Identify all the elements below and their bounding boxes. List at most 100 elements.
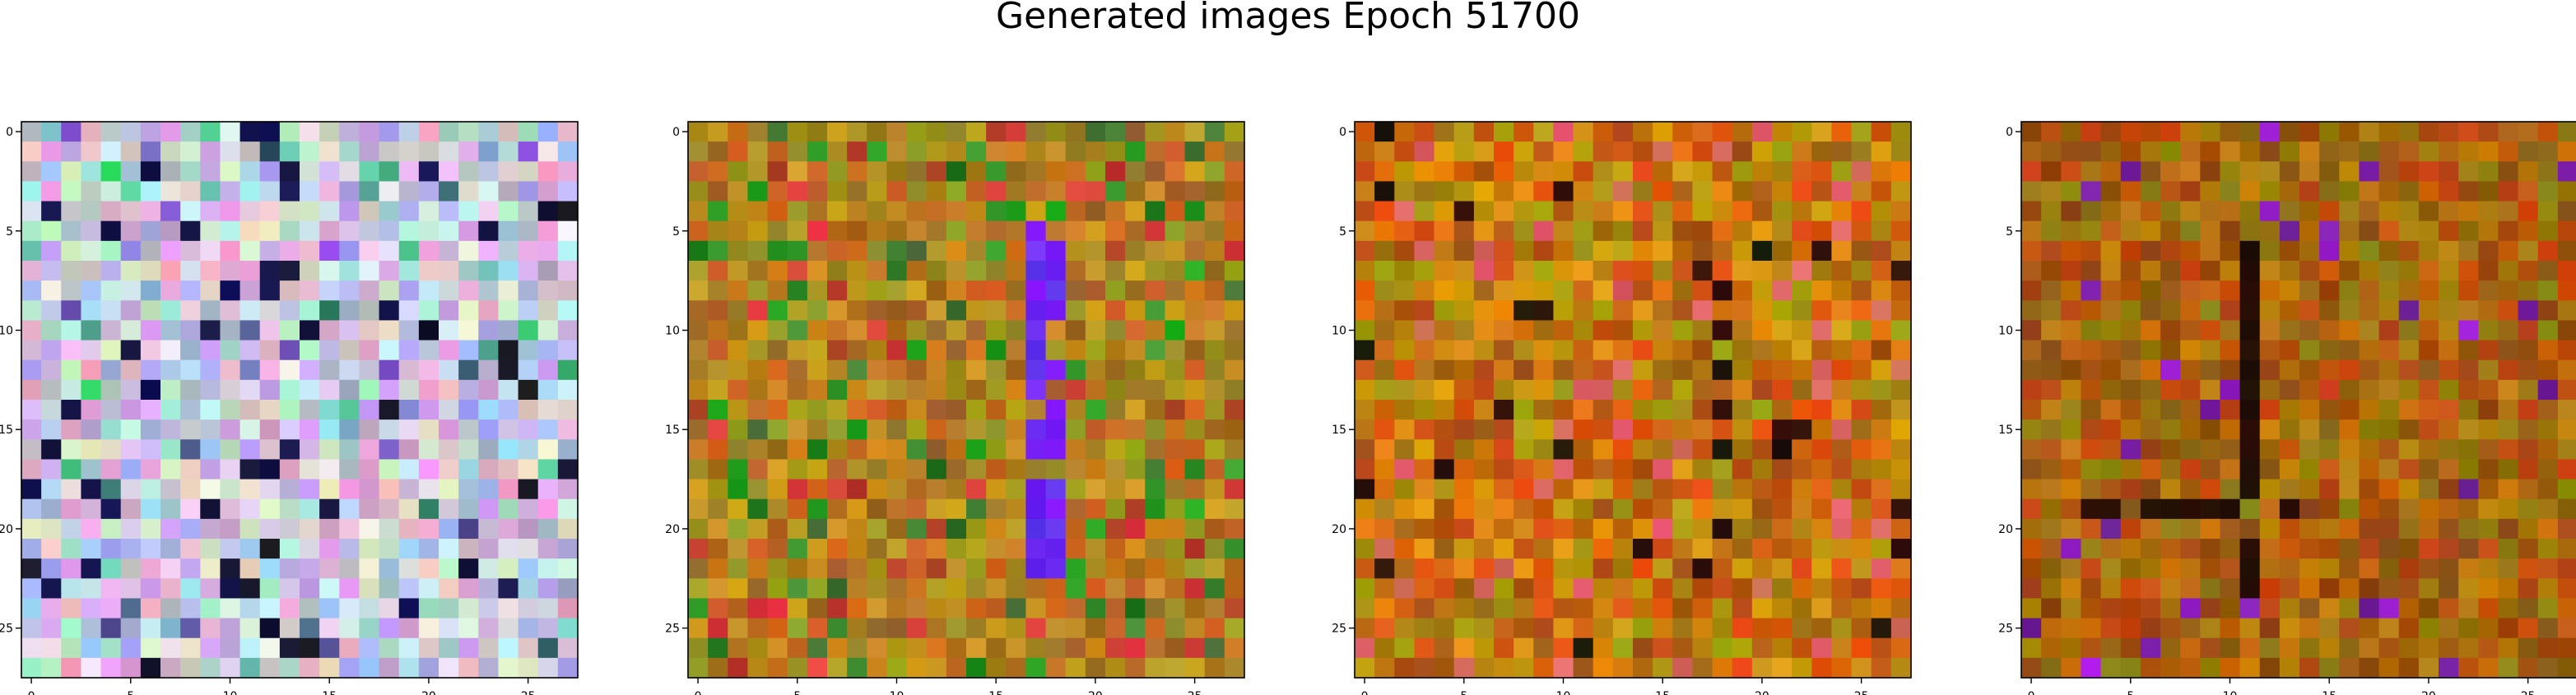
heatmap-cell [747,340,769,361]
heatmap-cell [787,320,808,341]
heatmap-cell [557,518,579,540]
heatmap-cell [2498,340,2519,361]
heatmap-cell [458,419,479,440]
x-tick-label: 10 [2223,690,2238,695]
heatmap-cell [1224,400,1245,420]
heatmap-cell [2439,240,2459,262]
heatmap-cell [2220,340,2241,361]
heatmap-cell [1204,439,1225,461]
heatmap-cell [418,181,439,202]
heatmap-cell [259,558,281,579]
heatmap-cell [1453,300,1475,322]
heatmap-cell [1224,419,1245,440]
heatmap-cell [1224,539,1245,559]
heatmap-cell [747,637,769,659]
heatmap-cell [21,122,42,142]
heatmap-cell [2061,161,2082,183]
heatmap-cell [81,340,102,361]
heatmap-cell [926,598,947,619]
heatmap-cell [518,201,539,222]
heatmap-cell [2021,578,2042,600]
y-tick-label: 25 [1998,623,2013,636]
heatmap-cell [2200,419,2221,440]
heatmap-cell [1006,459,1027,480]
heatmap-cell [180,240,201,262]
heatmap-cell [2120,359,2141,381]
heatmap-cell [1792,657,1812,679]
heatmap-cell [2100,340,2122,361]
heatmap-cell [1672,280,1694,301]
heatmap-cell [1633,201,1653,222]
heatmap-cell [498,379,519,401]
heatmap-cell [2120,261,2141,281]
heatmap-cell [767,122,788,142]
heatmap-cell [2378,518,2400,540]
heatmap-cell [2359,359,2380,381]
heatmap-cell [1871,598,1892,619]
heatmap-cell [1712,657,1733,679]
x-tick-label: 15 [1655,690,1670,695]
heatmap-cell [1732,598,1753,619]
heatmap-cell [2061,598,2082,619]
heatmap-cell [1224,280,1245,301]
heatmap-cell [1533,439,1555,461]
heatmap-cell [398,518,420,540]
heatmap-cell [21,539,42,559]
heatmap-cell [807,201,828,222]
heatmap-cell [1006,300,1027,322]
heatmap-cell [478,637,500,659]
heatmap-cell [537,379,559,401]
heatmap-cell [986,220,1007,242]
heatmap-cell [1573,518,1594,540]
heatmap-cell [886,300,908,322]
heatmap-cell [140,261,161,281]
heatmap-cell [498,300,519,322]
heatmap-cell [1025,419,1047,440]
heatmap-cell [688,300,709,322]
heatmap-cell [2081,459,2102,480]
heatmap-cell [1633,379,1653,401]
heatmap-cell [2439,657,2459,679]
heatmap-cell [300,300,320,322]
heatmap-cell [319,498,340,520]
heatmap-cell [1006,201,1027,222]
heatmap-cell [1890,439,1912,461]
heatmap-cell [847,657,867,679]
heatmap-cell [708,240,728,262]
heatmap-cell [339,598,360,619]
heatmap-cell [1612,181,1634,202]
heatmap-cell [2120,518,2141,540]
heatmap-cell [1224,479,1245,500]
heatmap-cell [1125,181,1146,202]
heatmap-cell [300,479,320,500]
heatmap-cell [1751,359,1773,381]
heatmap-cell [140,201,161,222]
heatmap-cell [239,240,261,262]
heatmap-cell [2140,379,2161,401]
heatmap-cell [728,578,749,600]
heatmap-cell [1653,340,1673,361]
heatmap-cell [2180,181,2201,202]
heatmap-cell [2518,657,2539,679]
heatmap-cell [2160,558,2181,579]
heatmap-cell [2537,141,2559,162]
heatmap-cell [41,220,62,242]
heatmap-cell [747,359,769,381]
heatmap-cell [1025,637,1047,659]
heatmap-cell [2458,518,2479,540]
heatmap-cell [239,122,261,142]
heatmap-cell [339,122,360,142]
heatmap-cell [688,320,709,341]
heatmap-cell [300,280,320,301]
heatmap-cell [2279,539,2300,559]
heatmap-cell [81,261,102,281]
heatmap-cell [2299,220,2320,242]
heatmap-cell [1772,479,1793,500]
heatmap-cell [728,261,749,281]
heatmap-cell [886,657,908,679]
heatmap-cell [200,379,221,401]
heatmap-cell [1414,379,1435,401]
heatmap-cell [2498,280,2519,301]
heatmap-cell [1653,220,1673,242]
heatmap-cell [1355,439,1375,461]
